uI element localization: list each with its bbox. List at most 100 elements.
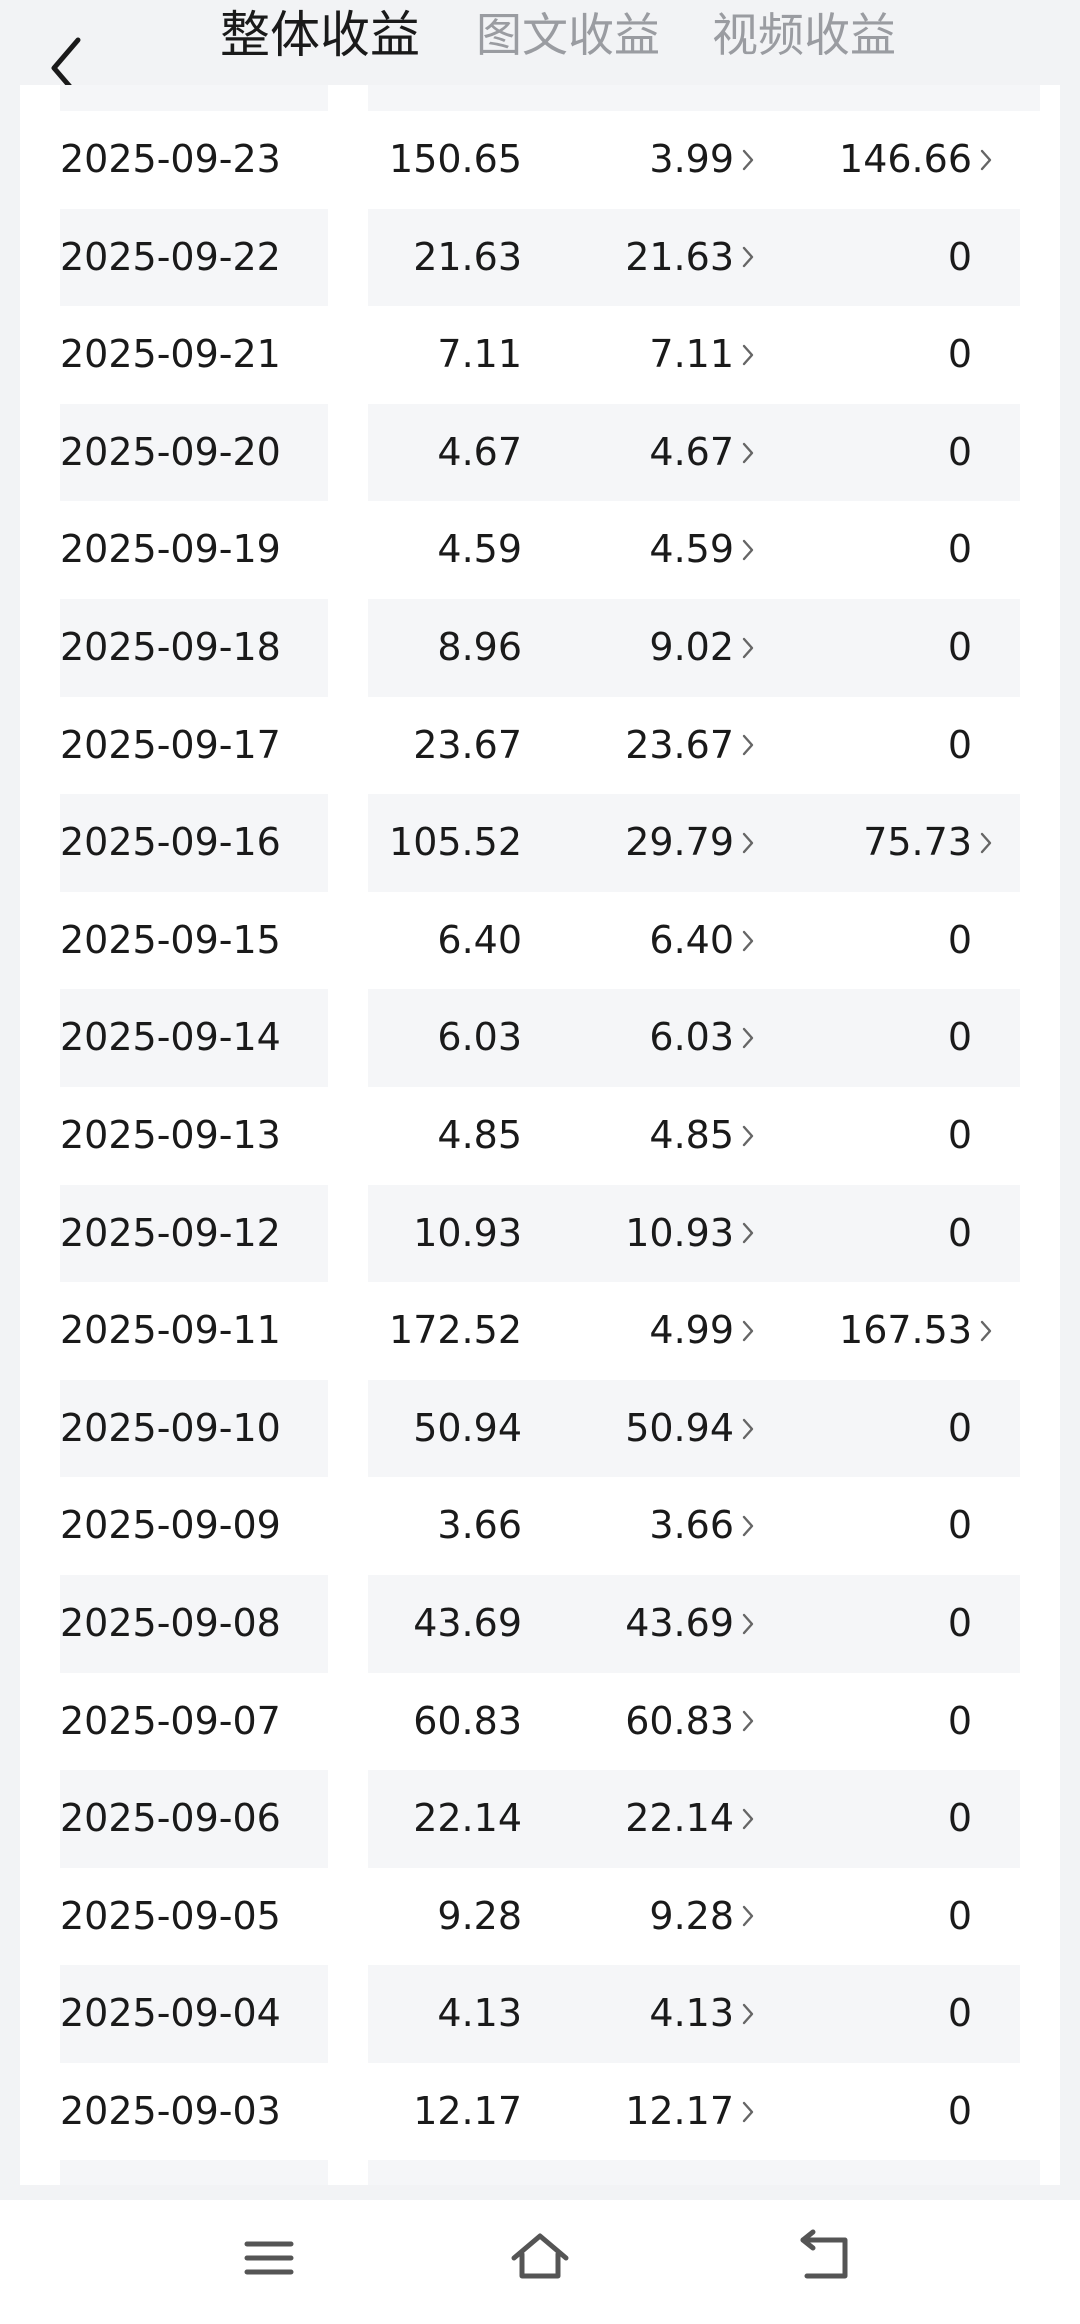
- date-cell: 2025-09-14: [60, 1015, 281, 1060]
- video-income-value: 0: [947, 1210, 972, 1255]
- video-income-value: 0: [947, 1503, 972, 1548]
- article-income-cell[interactable]: 60.83: [580, 1673, 754, 1771]
- article-income-cell[interactable]: 6.03: [580, 989, 754, 1087]
- menu-icon: [244, 2241, 294, 2275]
- video-income-cell: 0: [780, 1380, 972, 1478]
- table-row: 2025-09-03 12.17 12.17 0: [20, 2063, 1060, 2161]
- header: 整体收益 图文收益 视频收益: [0, 0, 1080, 99]
- article-income-cell[interactable]: 3.99: [580, 111, 754, 209]
- chevron-right-icon: [740, 1868, 756, 1966]
- article-income-value: 12.17: [625, 2088, 734, 2133]
- total-income-cell: 60.83: [413, 1698, 522, 1743]
- table-row: 2025-09-09 3.66 3.66 0: [20, 1477, 1060, 1575]
- recent-apps-button[interactable]: [229, 2218, 309, 2298]
- article-income-cell[interactable]: 4.13: [580, 1965, 754, 2063]
- home-button[interactable]: [500, 2218, 580, 2298]
- back-nav-button[interactable]: [783, 2218, 863, 2298]
- article-income-cell[interactable]: 9.02: [580, 599, 754, 697]
- table-row: 2025-09-19 4.59 4.59 0: [20, 501, 1060, 599]
- article-income-value: 3.66: [649, 1503, 734, 1548]
- table-row: 2025-09-12 10.93 10.93 0: [20, 1184, 1060, 1283]
- video-income-cell: 0: [780, 1965, 972, 2063]
- article-income-cell[interactable]: 23.67: [580, 697, 754, 795]
- article-income-cell[interactable]: 12.17: [580, 2063, 754, 2161]
- system-navigation-bar: [0, 2200, 1080, 2324]
- chevron-right-icon: [740, 1087, 756, 1185]
- chevron-right-icon: [978, 1282, 994, 1380]
- table-row: 2025-09-13 4.85 4.85 0: [20, 1087, 1060, 1185]
- video-income-cell[interactable]: 167.53: [780, 1282, 992, 1380]
- income-tabs: 整体收益 图文收益 视频收益: [220, 0, 948, 70]
- video-income-value: 0: [947, 429, 972, 474]
- video-income-value: 0: [947, 1015, 972, 1060]
- article-income-value: 50.94: [625, 1405, 734, 1450]
- table-row: 2025-09-18 8.96 9.02 0: [20, 598, 1060, 697]
- video-income-cell: 0: [780, 404, 972, 502]
- chevron-right-icon: [740, 1575, 756, 1673]
- chevron-right-icon: [978, 794, 994, 892]
- table-row: 2025-09-07 60.83 60.83 0: [20, 1673, 1060, 1771]
- article-income-cell[interactable]: 4.67: [580, 404, 754, 502]
- video-income-cell: 0: [780, 1868, 972, 1966]
- total-income-cell: 10.93: [413, 1210, 522, 1255]
- chevron-right-icon: [740, 501, 756, 599]
- date-cell: 2025-09-04: [60, 1991, 281, 2036]
- date-cell: 2025-09-22: [60, 234, 281, 279]
- article-income-value: 7.11: [649, 332, 734, 377]
- article-income-cell[interactable]: 43.69: [580, 1575, 754, 1673]
- video-income-value: 167.53: [839, 1308, 972, 1353]
- article-income-value: 3.99: [649, 137, 734, 181]
- video-income-cell: 0: [780, 1477, 972, 1575]
- article-income-cell[interactable]: 3.66: [580, 1477, 754, 1575]
- article-income-cell[interactable]: 4.99: [580, 1282, 754, 1380]
- video-income-value: 0: [947, 1991, 972, 2036]
- article-income-cell[interactable]: 50.94: [580, 1380, 754, 1478]
- income-table[interactable]: 2025-09-23 150.65 3.99 146.66 2025-09-22 21.6…: [20, 85, 1060, 2185]
- table-row: 2025-09-23 150.65 3.99 146.66: [20, 111, 1060, 209]
- video-income-value: 0: [947, 1893, 972, 1938]
- chevron-right-icon: [740, 1380, 756, 1478]
- article-income-cell[interactable]: 4.85: [580, 1087, 754, 1185]
- chevron-right-icon: [740, 892, 756, 990]
- article-income-value: 9.02: [649, 624, 734, 669]
- video-income-cell: 0: [780, 2063, 972, 2161]
- video-income-value: 0: [947, 917, 972, 962]
- chevron-right-icon: [740, 697, 756, 795]
- article-income-value: 21.63: [625, 234, 734, 279]
- chevron-right-icon: [740, 111, 756, 209]
- video-income-value: 0: [947, 234, 972, 279]
- chevron-right-icon: [740, 1965, 756, 2063]
- article-income-cell[interactable]: 21.63: [580, 209, 754, 307]
- video-income-value: 0: [947, 2088, 972, 2133]
- video-income-value: 0: [947, 1796, 972, 1841]
- video-income-cell[interactable]: 146.66: [780, 111, 992, 209]
- table-row: 2025-09-21 7.11 7.11 0: [20, 306, 1060, 404]
- date-cell: 2025-09-17: [60, 722, 281, 767]
- tab-video-income[interactable]: 视频收益: [712, 8, 896, 62]
- video-income-value: 0: [947, 332, 972, 377]
- total-income-cell: 8.96: [437, 624, 522, 669]
- article-income-cell[interactable]: 29.79: [580, 794, 754, 892]
- date-cell: 2025-09-23: [60, 137, 281, 181]
- total-income-cell: 22.14: [413, 1796, 522, 1841]
- video-income-cell: 0: [780, 599, 972, 697]
- article-income-cell[interactable]: 9.28: [580, 1868, 754, 1966]
- chevron-right-icon: [740, 306, 756, 404]
- article-income-cell[interactable]: 6.40: [580, 892, 754, 990]
- date-cell: 2025-09-15: [60, 917, 281, 962]
- tab-overall-income[interactable]: 整体收益: [220, 6, 420, 64]
- video-income-value: 0: [947, 624, 972, 669]
- article-income-cell[interactable]: 4.59: [580, 501, 754, 599]
- article-income-cell[interactable]: 7.11: [580, 306, 754, 404]
- video-income-cell[interactable]: 75.73: [780, 794, 992, 892]
- article-income-cell[interactable]: 22.14: [580, 1770, 754, 1868]
- date-cell: 2025-09-05: [60, 1893, 281, 1938]
- article-income-value: 6.03: [649, 1015, 734, 1060]
- article-income-cell[interactable]: 10.93: [580, 1185, 754, 1283]
- table-row: 2025-09-14 6.03 6.03 0: [20, 989, 1060, 1087]
- date-cell: 2025-09-19: [60, 527, 281, 572]
- chevron-right-icon: [740, 1185, 756, 1283]
- date-cell: 2025-09-12: [60, 1210, 281, 1255]
- video-income-value: 146.66: [839, 137, 972, 181]
- tab-article-income[interactable]: 图文收益: [476, 8, 660, 62]
